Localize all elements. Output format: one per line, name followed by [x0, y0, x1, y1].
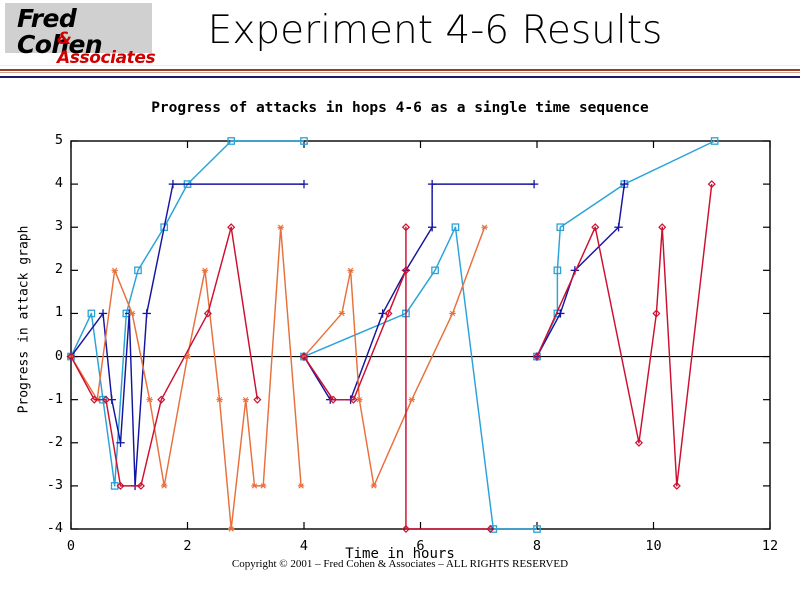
y-tick-label: -1: [46, 390, 63, 407]
x-tick-label: 0: [66, 538, 76, 554]
chart-title: Progress of attacks in hops 4-6 as a sin…: [151, 100, 649, 116]
y-tick-label: -3: [46, 476, 63, 493]
header-rule-tan: [0, 72, 800, 73]
page-title: Experiment 4-6 Results: [207, 8, 663, 53]
header-rule-red: [0, 69, 800, 71]
y-tick-label: 0: [54, 347, 63, 364]
y-tick-label: 2: [54, 261, 63, 278]
x-tick-label: 6: [416, 538, 425, 554]
series-run-11-crimson: [532, 180, 716, 490]
x-tick-label: 12: [761, 538, 779, 554]
series-run-8-crimson: [299, 223, 495, 534]
logo: Fred Cohen & Associates: [5, 3, 156, 68]
y-tick-label: 5: [54, 132, 63, 148]
x-tick-label: 2: [183, 538, 192, 554]
series-run-2-navy: [66, 179, 309, 491]
y-tick-label: 4: [54, 175, 63, 192]
chart-container: Progress of attacks in hops 4-6 as a sin…: [0, 82, 800, 582]
series-run-9-light-blue: [533, 137, 719, 361]
y-tick-label: 3: [54, 218, 63, 235]
header-rule-navy: [0, 76, 800, 78]
series-run-7-salmon: [300, 224, 488, 489]
series-run-6-navy: [299, 179, 539, 404]
series-run-5-light-blue: [300, 223, 541, 533]
slide-header: Fred Cohen & Associates Experiment 4-6 R…: [0, 0, 800, 78]
y-tick-label: -4: [46, 520, 63, 536]
y-tick-label: -2: [46, 433, 63, 450]
x-tick-label: 8: [532, 538, 542, 554]
x-tick-label: 10: [645, 538, 662, 554]
plot-svg: [66, 137, 771, 534]
series-run-4-crimson: [66, 223, 262, 490]
x-axis-label: Time in hours: [345, 546, 455, 562]
x-tick-label: 4: [299, 538, 309, 554]
y-tick-label: 1: [54, 304, 63, 321]
logo-primary-text: Fred Cohen: [17, 4, 103, 59]
series-run-3-salmon: [67, 224, 305, 532]
logo-secondary-text: & Associates: [57, 29, 156, 68]
copyright-notice: Copyright © 2001 – Fred Cohen & Associat…: [231, 558, 569, 570]
header-rule-light: [0, 65, 800, 66]
